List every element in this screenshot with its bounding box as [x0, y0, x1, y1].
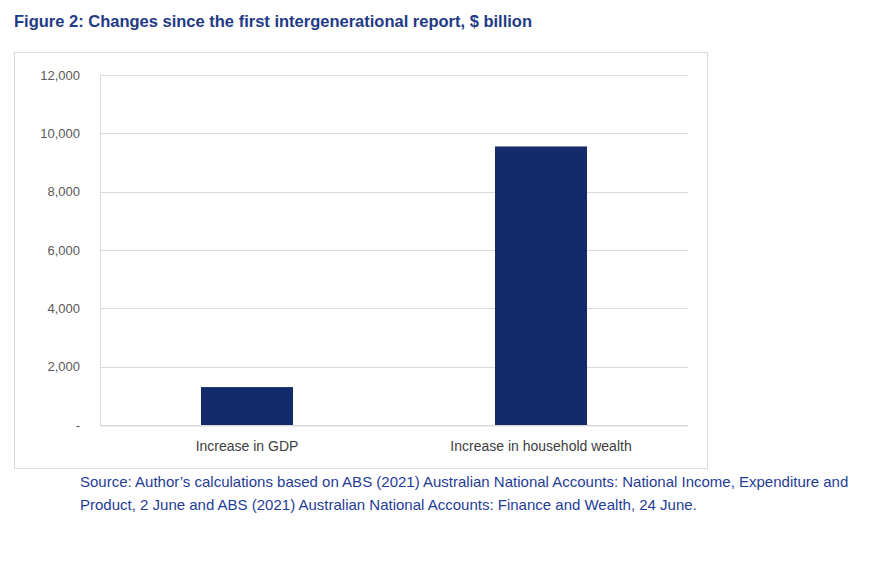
grid-line [100, 367, 688, 368]
x-tick: Increase in household wealth [450, 426, 631, 455]
y-tick: 12,000 [40, 68, 100, 83]
x-axis-line [101, 426, 689, 427]
bar [495, 146, 587, 425]
y-tick-label: 10,000 [40, 126, 80, 141]
y-axis: - 2,000 4,000 6,000 8,000 10,000 12,000 [40, 68, 100, 433]
chart-frame [15, 53, 708, 469]
y-tick-label: 12,000 [40, 68, 80, 83]
bars [201, 146, 587, 425]
grid-line [100, 250, 688, 251]
grid-line [100, 308, 688, 309]
grid-line [100, 425, 688, 426]
y-axis-line [100, 76, 101, 426]
grid [100, 76, 688, 426]
title: Figure 2: Changes since the first interg… [14, 12, 532, 30]
y-tick: - [76, 418, 100, 433]
y-tick: 10,000 [40, 126, 100, 141]
y-tick-label: 8,000 [47, 184, 80, 199]
grid-line [100, 192, 688, 193]
y-tick-label: - [76, 418, 80, 433]
grid-line [100, 75, 688, 76]
x-axis: Increase in GDP Increase in household wea… [101, 426, 689, 455]
y-tick: 6,000 [47, 243, 100, 258]
y-tick-label: 4,000 [47, 301, 80, 316]
x-tick: Increase in GDP [196, 426, 299, 455]
y-tick: 4,000 [47, 301, 100, 316]
grid-line [100, 133, 688, 134]
y-tick-label: 6,000 [47, 243, 80, 258]
y-tick-label: 2,000 [47, 359, 80, 374]
y-tick: 2,000 [47, 359, 100, 374]
source-note: Source: Author’s calculations based on A… [80, 470, 886, 516]
bar [201, 387, 293, 425]
chart: Figure 2: Changes since the first interg… [0, 0, 892, 578]
x-tick-label: Increase in household wealth [450, 438, 631, 454]
y-tick: 8,000 [47, 184, 100, 199]
x-tick-label: Increase in GDP [196, 438, 299, 454]
